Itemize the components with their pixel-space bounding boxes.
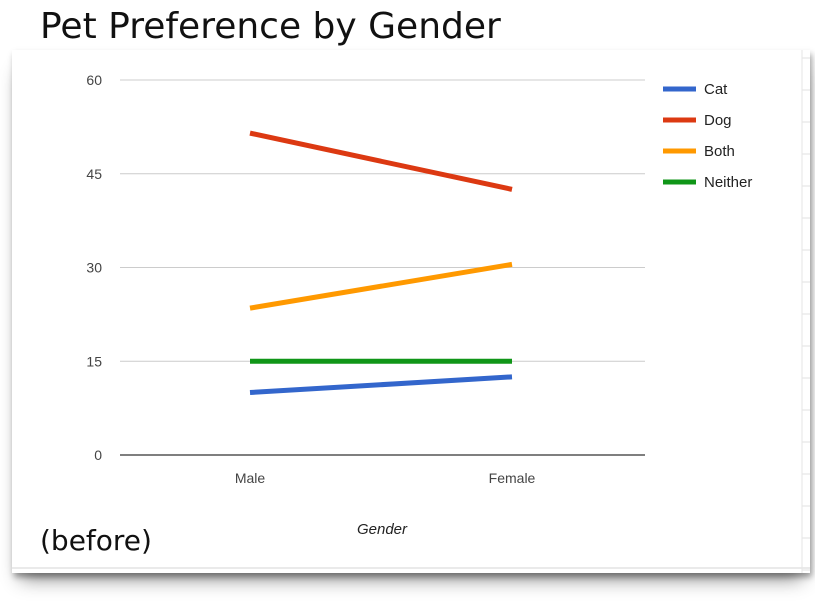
x-tick-label: Female (489, 470, 536, 486)
legend-label-neither: Neither (704, 174, 752, 191)
y-tick-label: 60 (86, 72, 102, 88)
slide-title: Pet Preference by Gender (40, 6, 501, 47)
legend-label-dog: Dog (704, 112, 732, 129)
slide-caption: (before) (40, 524, 152, 557)
chart-card: 0 15 30 45 60 Male Female Cat Dog Both Neither G… (12, 50, 810, 573)
gridlines (120, 79, 645, 456)
y-tick-label: 0 (94, 447, 102, 463)
legend-label-cat: Cat (704, 81, 728, 98)
y-tick-label: 45 (86, 166, 102, 182)
line-chart: 0 15 30 45 60 Male Female Cat Dog Both Neither G… (12, 50, 810, 573)
sheet-background-lines (12, 50, 810, 573)
y-axis-tick-labels: 0 15 30 45 60 (86, 72, 102, 463)
x-axis-title: Gender (357, 521, 408, 538)
x-axis-tick-labels: Male Female (235, 470, 536, 486)
y-tick-label: 15 (86, 353, 102, 369)
series-line-dog (249, 130, 513, 192)
legend: Cat Dog Both Neither (663, 81, 752, 191)
series-lines (249, 130, 513, 395)
series-line-cat (249, 374, 513, 395)
x-tick-label: Male (235, 470, 266, 486)
series-line-both (249, 261, 513, 311)
y-tick-label: 30 (86, 260, 102, 276)
legend-label-both: Both (704, 143, 735, 160)
